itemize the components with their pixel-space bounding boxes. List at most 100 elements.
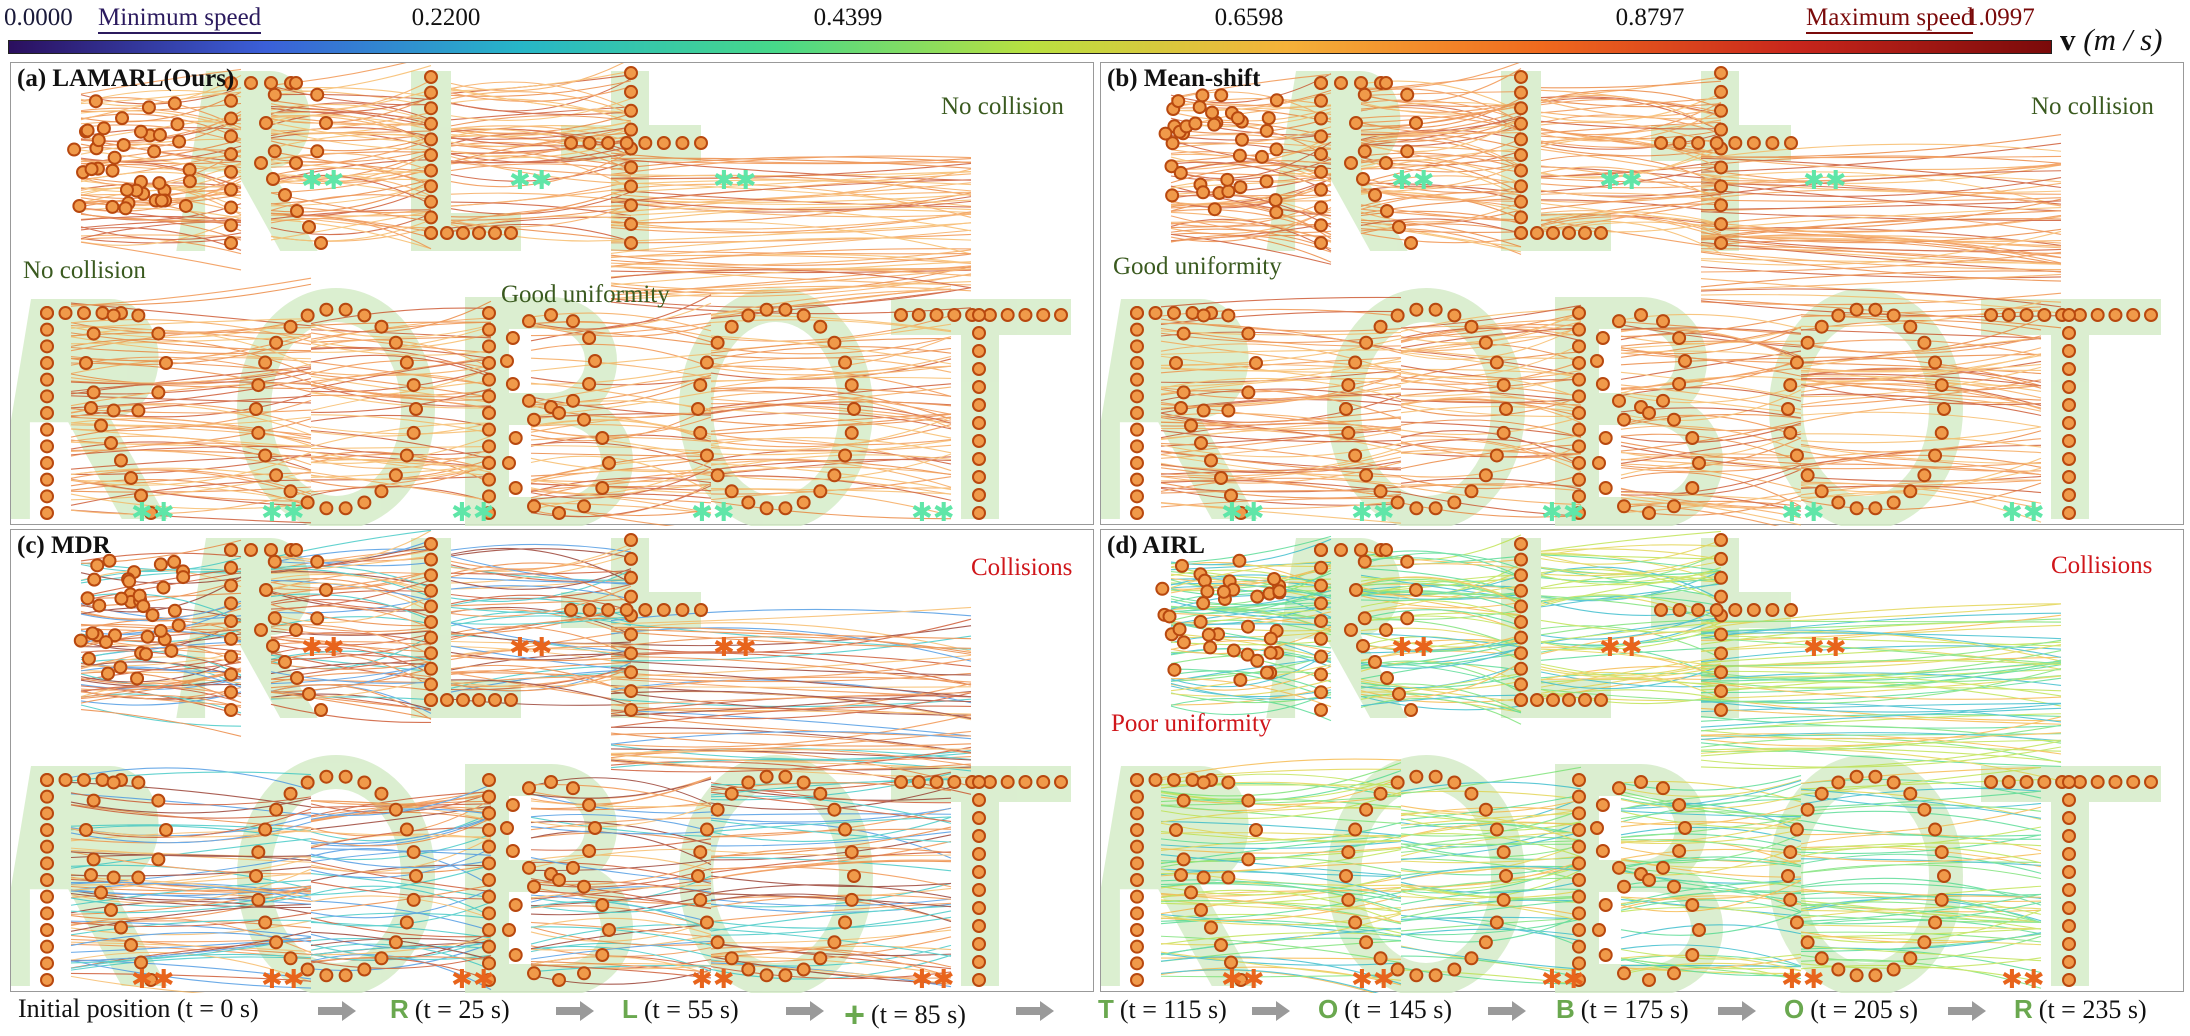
panel-lamarl: ✱✱ ✱✱ ✱✱ ✱✱ ✱✱ ✱✱ ✱✱ ✱✱ (a) LAMARL(Ours) No col…	[10, 62, 1094, 526]
timeline-letter: R	[2014, 994, 2033, 1024]
asterisk-marker-icon: ✱✱	[131, 498, 175, 526]
annotation-good-uniformity: Good uniformity	[1113, 253, 1282, 280]
colorbar-tick-4: 0.8797	[1615, 4, 1685, 31]
timeline-text: (t = 175 s)	[1580, 994, 1689, 1024]
asterisk-marker-icon: ✱✱	[301, 166, 345, 196]
colorbar-max-value: 1.0997	[1966, 4, 2035, 31]
timeline-text: (t = 85 s)	[871, 1000, 966, 1029]
gray-arrow-icon	[1718, 1001, 1756, 1021]
asterisk-marker-icon: ✱✱	[1803, 166, 1847, 196]
panel-title: (b) Mean-shift	[1107, 65, 1261, 92]
asterisk-marker-icon: ✱✱	[1351, 965, 1395, 993]
panel-title: (a) LAMARL(Ours)	[17, 65, 235, 92]
gray-arrow-icon	[318, 1001, 356, 1021]
panel-title: (c) MDR	[17, 532, 111, 559]
timeline-letter: B	[1556, 994, 1575, 1024]
panel-airl: ✱✱ ✱✱ ✱✱ ✱✱ ✱✱ ✱✱ ✱✱ ✱✱ (d) AIRL Collisions Poo…	[1100, 529, 2184, 993]
timeline-item-r2: R (t = 235 s)	[2014, 994, 2147, 1025]
timeline-letter: +	[844, 994, 866, 1035]
asterisk-marker-icon: ✱✱	[911, 498, 955, 526]
timeline-item-t: T (t = 115 s)	[1098, 994, 1227, 1025]
annotation-no-collision: No collision	[941, 93, 1064, 120]
colorbar-tick-3: 0.6598	[1214, 4, 1284, 31]
asterisk-marker-icon: ✱✱	[451, 498, 495, 526]
panel-mdr: ✱✱ ✱✱ ✱✱ ✱✱ ✱✱ ✱✱ ✱✱ ✱✱ (c) MDR Collisions	[10, 529, 1094, 993]
swarm-trajectory-plot: ✱✱ ✱✱ ✱✱ ✱✱ ✱✱ ✱✱ ✱✱ ✱✱	[1101, 63, 2161, 526]
annotation-poor-uniformity: Poor uniformity	[1111, 710, 1272, 737]
annotation-collisions: Collisions	[971, 554, 1073, 581]
timeline-item-initial: Initial position (t = 0 s)	[18, 994, 259, 1024]
panel-title: (d) AIRL	[1107, 532, 1205, 559]
colorbar-min-label: Minimum speed	[98, 4, 262, 34]
asterisk-marker-icon: ✱✱	[1781, 965, 1825, 993]
panel-mean-shift: ✱✱ ✱✱ ✱✱ ✱✱ ✱✱ ✱✱ ✱✱ ✱✱ (b) Mean-shift No colli…	[1100, 62, 2184, 526]
asterisk-marker-icon: ✱✱	[1541, 498, 1585, 526]
timeline-letter: L	[622, 994, 638, 1024]
annotation-collisions: Collisions	[2051, 552, 2153, 579]
asterisk-marker-icon: ✱✱	[301, 633, 345, 663]
annotation-no-collision: No collision	[2031, 93, 2154, 120]
asterisk-marker-icon: ✱✱	[451, 965, 495, 993]
timeline-text: Initial position (t = 0 s)	[18, 994, 259, 1023]
gray-arrow-icon	[1948, 1001, 1986, 1021]
speed-colorbar: 0.0000 Minimum speed 0.2200 0.4399 0.659…	[0, 0, 2190, 60]
colorbar-unit: v (m / s)	[2060, 22, 2162, 58]
gray-arrow-icon	[1488, 1001, 1526, 1021]
unit-text: (m / s)	[2083, 22, 2163, 57]
swarm-trajectory-plot: ✱✱ ✱✱ ✱✱ ✱✱ ✱✱ ✱✱ ✱✱ ✱✱	[11, 63, 1071, 526]
timeline-text: (t = 115 s)	[1119, 994, 1227, 1024]
timeline-letter: O	[1784, 994, 1805, 1024]
asterisk-marker-icon: ✱✱	[691, 965, 735, 993]
colorbar-max-label: Maximum speed	[1806, 4, 1974, 34]
annotation-no-collision-left: No collision	[23, 257, 146, 284]
asterisk-marker-icon: ✱✱	[2001, 498, 2045, 526]
colorbar-gradient	[8, 40, 2052, 54]
colorbar-tick-2: 0.4399	[813, 4, 883, 31]
timeline-text: (t = 235 s)	[2038, 994, 2147, 1024]
asterisk-marker-icon: ✱✱	[1781, 498, 1825, 526]
timeline-item-o: O (t = 145 s)	[1318, 994, 1452, 1025]
timeline-letter: O	[1318, 994, 1339, 1024]
asterisk-marker-icon: ✱✱	[509, 633, 553, 663]
asterisk-marker-icon: ✱✱	[509, 166, 553, 196]
asterisk-marker-icon: ✱✱	[1599, 633, 1643, 663]
timeline-text: (t = 205 s)	[1810, 994, 1919, 1024]
gray-arrow-icon	[786, 1001, 824, 1021]
swarm-trajectory-plot: ✱✱ ✱✱ ✱✱ ✱✱ ✱✱ ✱✱ ✱✱ ✱✱	[11, 530, 1071, 993]
colorbar-tick-1: 0.2200	[411, 4, 481, 31]
colorbar-min-value: 0.0000	[4, 4, 73, 31]
asterisk-marker-icon: ✱✱	[1351, 498, 1395, 526]
asterisk-marker-icon: ✱✱	[1221, 498, 1265, 526]
asterisk-marker-icon: ✱✱	[1391, 166, 1435, 196]
timeline-text: (t = 25 s)	[414, 994, 510, 1024]
timeline-legend: Initial position (t = 0 s) R (t = 25 s) L…	[0, 994, 2190, 1035]
gray-arrow-icon	[556, 1001, 594, 1021]
asterisk-marker-icon: ✱✱	[713, 633, 757, 663]
gray-arrow-icon	[1016, 1001, 1054, 1021]
timeline-item-plus: + (t = 85 s)	[844, 994, 966, 1036]
swarm-trajectory-plot: ✱✱ ✱✱ ✱✱ ✱✱ ✱✱ ✱✱ ✱✱ ✱✱	[1101, 530, 2161, 993]
asterisk-marker-icon: ✱✱	[1541, 965, 1585, 993]
timeline-item-l: L (t = 55 s)	[622, 994, 739, 1025]
velocity-symbol: v	[2060, 22, 2076, 57]
timeline-item-r: R (t = 25 s)	[390, 994, 510, 1025]
timeline-text: (t = 145 s)	[1344, 994, 1453, 1024]
asterisk-marker-icon: ✱✱	[1599, 166, 1643, 196]
asterisk-marker-icon: ✱✱	[1391, 633, 1435, 663]
gray-arrow-icon	[1252, 1001, 1290, 1021]
asterisk-marker-icon: ✱✱	[131, 965, 175, 993]
asterisk-marker-icon: ✱✱	[2001, 965, 2045, 993]
timeline-letter: T	[1098, 994, 1114, 1024]
asterisk-marker-icon: ✱✱	[1221, 965, 1265, 993]
asterisk-marker-icon: ✱✱	[691, 498, 735, 526]
timeline-item-b: B (t = 175 s)	[1556, 994, 1689, 1025]
asterisk-marker-icon: ✱✱	[713, 166, 757, 196]
asterisk-marker-icon: ✱✱	[261, 498, 305, 526]
asterisk-marker-icon: ✱✱	[1803, 633, 1847, 663]
timeline-item-o2: O (t = 205 s)	[1784, 994, 1918, 1025]
asterisk-marker-icon: ✱✱	[911, 965, 955, 993]
asterisk-marker-icon: ✱✱	[261, 965, 305, 993]
timeline-text: (t = 55 s)	[643, 994, 739, 1024]
timeline-letter: R	[390, 994, 409, 1024]
annotation-good-uniformity: Good uniformity	[501, 281, 670, 308]
